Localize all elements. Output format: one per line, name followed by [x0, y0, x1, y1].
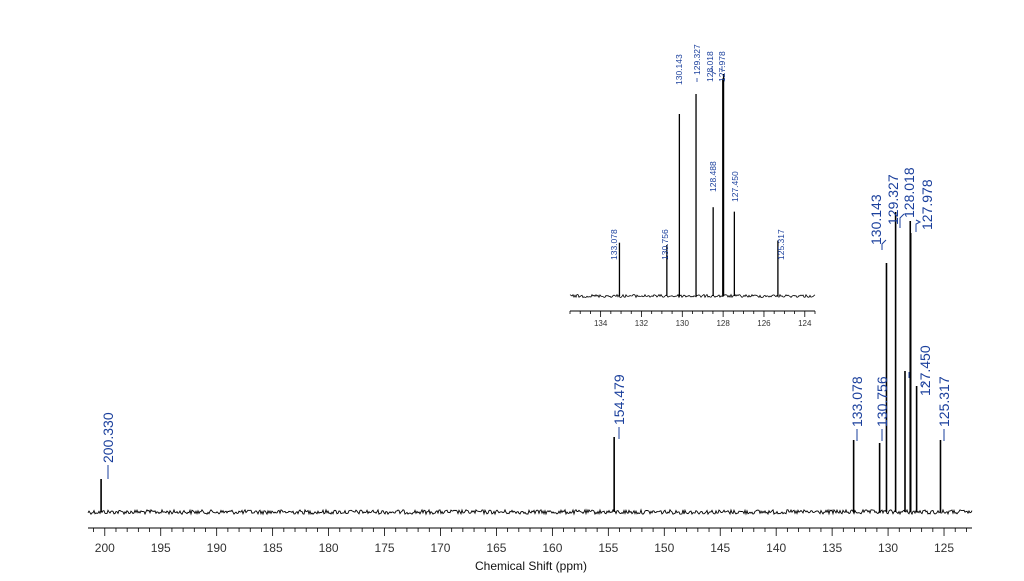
inset-baseline-noise	[569, 293, 816, 299]
label-connector	[899, 213, 905, 228]
x-tick-label: 140	[766, 541, 786, 555]
label-connector	[915, 219, 922, 232]
x-tick-label: 200	[95, 541, 115, 555]
x-tick-label: 185	[263, 541, 283, 555]
peak-label: 129.327	[692, 44, 702, 75]
x-tick-label: 195	[151, 541, 171, 555]
peak-label: 128.488	[708, 161, 718, 192]
x-tick-label: 170	[430, 541, 450, 555]
x-tick-label: 132	[635, 319, 649, 328]
x-tick-label: 155	[598, 541, 618, 555]
x-tick-label: 190	[207, 541, 227, 555]
peak-label: 133.078	[609, 229, 619, 260]
x-tick-label: 124	[798, 319, 812, 328]
peak-label: 130.143	[868, 194, 884, 245]
inset-x-axis: 134 132 130 128 126 124	[569, 310, 816, 328]
x-tick-label: 135	[822, 541, 842, 555]
peak-label: 128.018	[705, 51, 715, 82]
x-tick-label: 145	[710, 541, 730, 555]
label-connector	[881, 239, 887, 250]
main-baseline-noise	[87, 508, 973, 516]
peak-label: 130.143	[674, 54, 684, 85]
peak-label: 128.018	[901, 167, 917, 218]
peak-label: 130.756	[660, 229, 670, 260]
inset-peak-labels: 133.078 130.756 130.143 129.327 128.488 128.0…	[609, 44, 786, 260]
x-tick-label: 130	[878, 541, 898, 555]
main-spectrum: 200.330 154.479 133.078 130.756 130.143 129.3…	[87, 167, 973, 573]
main-peak-labels: 200.330 154.479 133.078 130.756 130.143 129.3…	[100, 167, 952, 479]
x-tick-label: 125	[934, 541, 954, 555]
x-tick-label: 130	[676, 319, 690, 328]
x-tick-label: 134	[594, 319, 608, 328]
peak-label: 127.450	[730, 171, 740, 202]
inset-peaks	[618, 74, 779, 296]
x-tick-label: 128	[716, 319, 730, 328]
main-x-axis: 200 195 190 185 180 175 170 165 160 155 150 145 140 1…	[88, 527, 972, 555]
peak-label: 125.317	[776, 229, 786, 260]
x-tick-label: 150	[654, 541, 674, 555]
x-tick-label: 180	[319, 541, 339, 555]
peak-label: 127.978	[919, 179, 935, 230]
x-tick-label: 126	[757, 319, 771, 328]
peak-label: 133.078	[849, 376, 865, 427]
peak-label: 129.327	[885, 174, 901, 225]
peak-label: 154.479	[611, 374, 627, 425]
x-axis-title: Chemical Shift (ppm)	[475, 559, 587, 573]
inset-spectrum: 133.078 130.756 130.143 129.327 128.488 128.0…	[569, 44, 816, 328]
main-peaks	[100, 212, 942, 512]
label-connector	[921, 381, 926, 387]
x-tick-label: 165	[486, 541, 506, 555]
peak-label: 130.756	[874, 376, 890, 427]
x-tick-label: 175	[375, 541, 395, 555]
peak-label: 125.317	[936, 376, 952, 427]
peak-label: 127.450	[917, 345, 933, 396]
peak-label: 200.330	[100, 412, 116, 463]
label-connector	[711, 66, 717, 75]
x-tick-label: 160	[542, 541, 562, 555]
